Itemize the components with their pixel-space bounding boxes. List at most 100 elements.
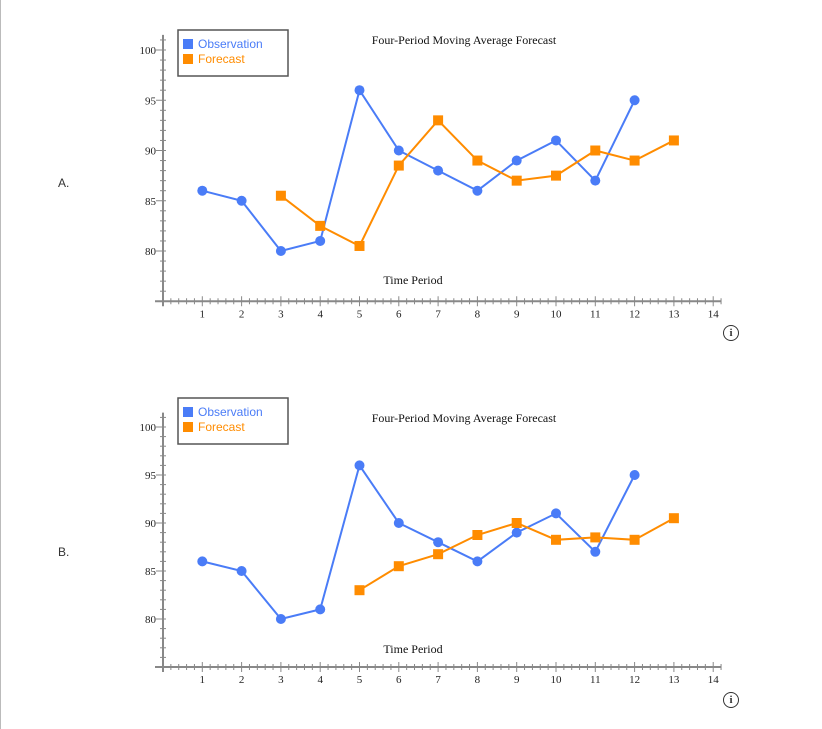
x-tick-label: 8 [475, 674, 481, 686]
info-icon[interactable]: i [723, 692, 739, 708]
observation-point [472, 185, 483, 196]
forecast-point [551, 534, 561, 545]
forecast-point [511, 518, 522, 528]
chart-title: Four-Period Moving Average Forecast [372, 33, 557, 47]
forecast-point [511, 175, 522, 186]
x-tick-label: 7 [435, 308, 441, 320]
x-tick-label: 2 [239, 674, 245, 686]
legend-box [177, 397, 289, 445]
forecast-point [433, 549, 444, 560]
legend-swatch [183, 422, 193, 432]
forecast-point [551, 170, 561, 181]
observation-point [629, 95, 640, 106]
x-tick-label: 1 [200, 674, 206, 686]
y-tick-label: 90 [145, 146, 157, 158]
observation-point [472, 556, 483, 567]
info-icon[interactable]: i [723, 325, 739, 341]
x-tick-label: 4 [317, 308, 323, 320]
x-tick-label: 4 [317, 674, 323, 686]
option-a-label[interactable]: A. [58, 176, 70, 190]
x-tick-label: 13 [668, 308, 680, 320]
forecast-point [472, 155, 483, 166]
forecast-point [668, 513, 679, 524]
observation-point [275, 246, 286, 256]
forecast-point [354, 240, 365, 251]
x-axis-label: Time Period [383, 642, 442, 656]
x-tick-label: 14 [708, 674, 720, 686]
observation-point [354, 85, 365, 96]
forecast-point [629, 155, 640, 166]
observation-point [433, 165, 444, 176]
page-border [0, 0, 1, 729]
x-tick-label: 8 [475, 308, 481, 320]
x-tick-label: 3 [278, 308, 284, 320]
x-tick-label: 12 [629, 308, 640, 320]
y-tick-label: 80 [145, 246, 157, 258]
x-tick-label: 5 [357, 308, 363, 320]
legend-label: Observation [198, 37, 263, 51]
observation-point [315, 235, 326, 246]
y-tick-label: 100 [140, 45, 157, 57]
observation-point [393, 145, 404, 156]
forecast-point [433, 115, 444, 126]
forecast-point [590, 145, 601, 156]
observation-point [511, 155, 522, 166]
forecast-point [472, 530, 483, 540]
y-tick-label: 95 [145, 95, 157, 107]
x-tick-label: 10 [551, 674, 563, 686]
forecast-point [629, 534, 640, 545]
legend-label: Observation [198, 405, 263, 419]
y-tick-label: 85 [145, 196, 157, 208]
y-tick-label: 85 [145, 566, 157, 578]
x-tick-label: 1 [200, 308, 206, 320]
x-tick-label: 14 [708, 308, 720, 320]
series-line-observation [202, 463, 636, 621]
x-tick-label: 11 [590, 308, 601, 320]
forecast-point [668, 135, 679, 146]
x-tick-label: 6 [396, 308, 402, 320]
observation-point [236, 195, 247, 206]
observation-point [197, 556, 208, 567]
x-tick-label: 12 [629, 674, 640, 686]
legend-swatch [183, 54, 193, 64]
observation-point [511, 527, 522, 538]
observation-point [197, 185, 208, 196]
forecast-point [315, 220, 326, 231]
legend-label: Forecast [198, 52, 245, 66]
forecast-point [393, 160, 404, 171]
legend-box [177, 29, 289, 77]
legend-swatch [183, 407, 193, 417]
observation-point [315, 604, 326, 615]
forecast-point [590, 532, 601, 543]
observation-point [236, 566, 247, 576]
chart-title: Four-Period Moving Average Forecast [372, 411, 557, 425]
observation-point [275, 614, 286, 624]
x-tick-label: 9 [514, 308, 520, 320]
chart-a: 1 2 3 4 5 6 7 8 9 10 11 12 13 1480859095100Four-Perio… [140, 29, 722, 320]
forecast-point [354, 585, 365, 596]
observation-point [551, 508, 561, 519]
forecast-point [393, 561, 404, 572]
observation-point [629, 470, 640, 480]
observation-point [590, 175, 601, 186]
x-tick-label: 9 [514, 674, 520, 686]
x-axis-label: Time Period [383, 273, 442, 287]
y-tick-label: 95 [145, 470, 157, 482]
option-b-label[interactable]: B. [58, 545, 70, 559]
series-line-observation [202, 87, 636, 253]
x-tick-label: 2 [239, 308, 245, 320]
x-tick-label: 3 [278, 674, 284, 686]
observation-point [590, 546, 601, 557]
legend-label: Forecast [198, 420, 245, 434]
observation-point [354, 460, 365, 471]
y-tick-label: 100 [140, 422, 157, 434]
x-tick-label: 11 [590, 674, 601, 686]
x-tick-label: 6 [396, 674, 402, 686]
x-tick-label: 7 [435, 674, 441, 686]
y-tick-label: 90 [145, 518, 157, 530]
observation-point [433, 537, 444, 548]
x-tick-label: 5 [357, 674, 363, 686]
legend-swatch [183, 39, 193, 49]
observation-point [551, 135, 561, 146]
forecast-point [275, 190, 286, 201]
